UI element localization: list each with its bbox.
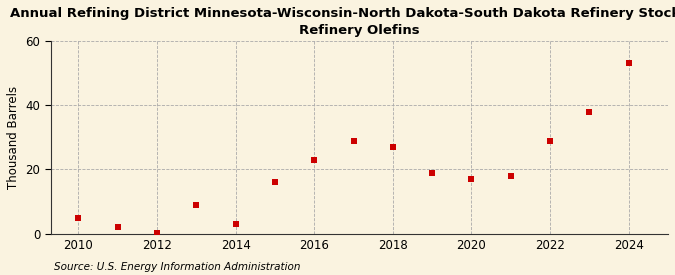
Point (348, 138, 359, 143)
Point (584, 109, 595, 114)
Point (308, 158, 319, 162)
Point (387, 145, 398, 149)
Point (112, 225, 123, 229)
Point (230, 222, 241, 226)
Point (623, 61, 634, 65)
Point (191, 203, 202, 207)
Point (152, 230, 163, 235)
Text: Source: U.S. Energy Information Administration: Source: U.S. Energy Information Administ… (54, 262, 300, 272)
Point (545, 138, 556, 143)
Point (427, 170, 437, 175)
Point (466, 177, 477, 181)
Point (506, 174, 516, 178)
Y-axis label: Thousand Barrels: Thousand Barrels (7, 86, 20, 189)
Point (73, 215, 84, 220)
Title: Annual Refining District Minnesota-Wisconsin-North Dakota-South Dakota Refinery : Annual Refining District Minnesota-Wisco… (11, 7, 675, 37)
Point (269, 180, 280, 185)
